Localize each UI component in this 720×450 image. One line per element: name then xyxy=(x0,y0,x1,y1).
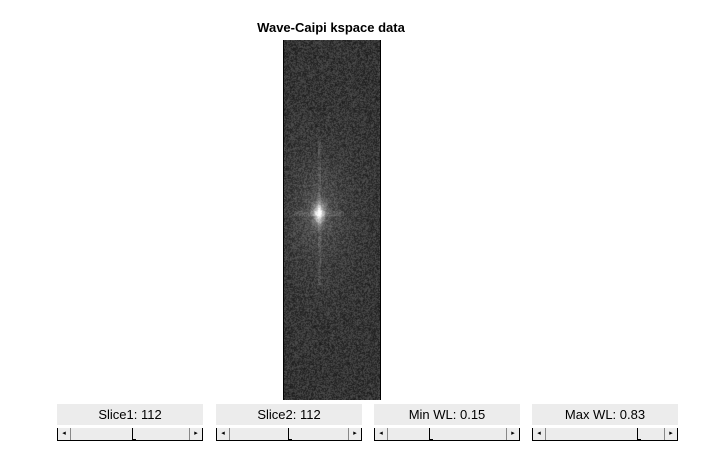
slider-thumb[interactable] xyxy=(132,428,137,440)
slider-thumb[interactable] xyxy=(429,428,434,440)
slider-track[interactable] xyxy=(229,428,349,440)
slider-track[interactable] xyxy=(70,428,190,440)
slider-left-arrow-icon[interactable]: ◂ xyxy=(58,428,70,440)
slider-thumb[interactable] xyxy=(636,428,641,440)
min-wl-label: Min WL: 0.15 xyxy=(374,404,520,425)
slice1-label: Slice1: 112 xyxy=(57,404,203,425)
min-wl-control: Min WL: 0.15 ◂ ▸ xyxy=(374,404,520,441)
slider-right-arrow-icon[interactable]: ▸ xyxy=(349,428,361,440)
slider-track[interactable] xyxy=(545,428,665,440)
max-wl-control: Max WL: 0.83 ◂ ▸ xyxy=(532,404,678,441)
figure-title: Wave-Caipi kspace data xyxy=(257,20,405,35)
slice2-label: Slice2: 112 xyxy=(216,404,362,425)
slider-right-arrow-icon[interactable]: ▸ xyxy=(190,428,202,440)
min-wl-slider[interactable]: ◂ ▸ xyxy=(374,428,520,441)
slider-thumb[interactable] xyxy=(287,428,292,440)
max-wl-label: Max WL: 0.83 xyxy=(532,404,678,425)
slice2-control: Slice2: 112 ◂ ▸ xyxy=(216,404,362,441)
slider-right-arrow-icon[interactable]: ▸ xyxy=(665,428,677,440)
max-wl-slider[interactable]: ◂ ▸ xyxy=(532,428,678,441)
slider-left-arrow-icon[interactable]: ◂ xyxy=(375,428,387,440)
slice1-control: Slice1: 112 ◂ ▸ xyxy=(57,404,203,441)
slice1-slider[interactable]: ◂ ▸ xyxy=(57,428,203,441)
slider-left-arrow-icon[interactable]: ◂ xyxy=(533,428,545,440)
kspace-image xyxy=(283,40,381,400)
slider-track[interactable] xyxy=(387,428,507,440)
kspace-canvas xyxy=(284,40,380,400)
slider-left-arrow-icon[interactable]: ◂ xyxy=(217,428,229,440)
slice2-slider[interactable]: ◂ ▸ xyxy=(216,428,362,441)
slider-right-arrow-icon[interactable]: ▸ xyxy=(507,428,519,440)
